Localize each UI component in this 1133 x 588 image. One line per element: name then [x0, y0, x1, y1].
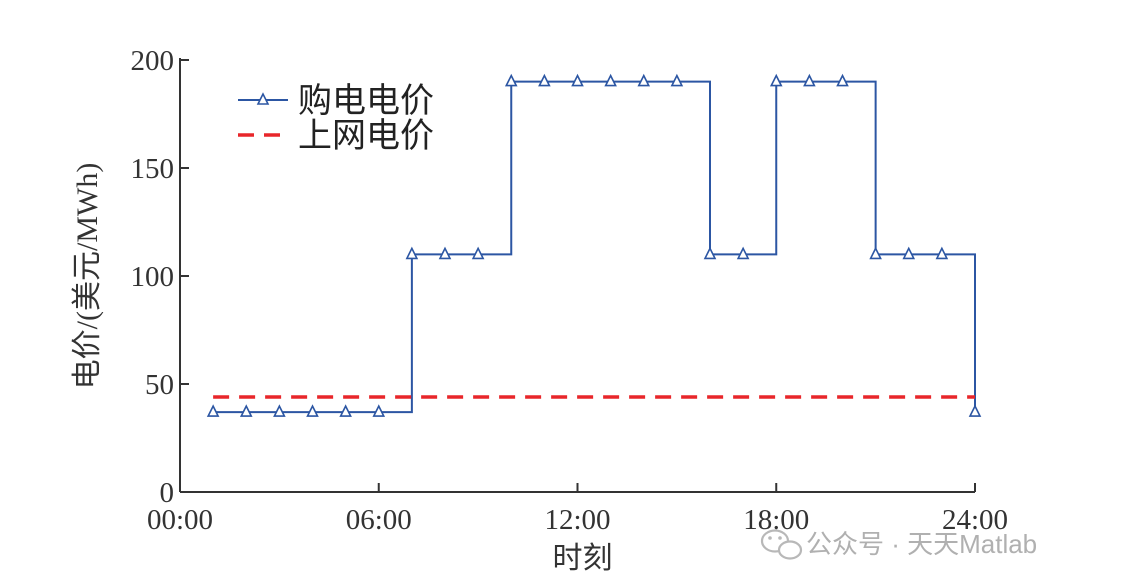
data-point-purchase-price: [306, 404, 319, 417]
data-point-purchase-price: [736, 246, 750, 260]
y-tick-label: 100: [131, 261, 175, 293]
data-point-purchase-price: [803, 73, 816, 87]
y-axis-title: 电价/(美元/MWh): [71, 163, 104, 390]
data-point-purchase-price: [637, 73, 651, 87]
watermark: 公众号 · 天天Matlab: [760, 529, 1037, 560]
data-point-purchase-price: [471, 246, 485, 260]
legend-marker-purchase-price: [256, 92, 270, 105]
wechat-icon-bubble-small: [777, 540, 803, 560]
series-line-purchase-price: [213, 80, 976, 414]
data-point-purchase-price: [405, 246, 419, 260]
data-point-purchase-price: [769, 73, 783, 87]
wechat-icon-eye: [768, 536, 772, 540]
wechat-icon: [760, 529, 803, 560]
data-point-purchase-price: [968, 404, 982, 417]
data-point-purchase-price: [239, 404, 253, 417]
watermark-text: 公众号 · 天天Matlab: [806, 529, 1037, 559]
data-point-purchase-price: [703, 246, 717, 260]
wechat-icon-eye: [778, 536, 782, 540]
x-tick-label: 00:00: [147, 504, 213, 536]
data-point-purchase-price: [273, 404, 286, 417]
data-point-purchase-price: [935, 246, 949, 260]
legend-label-purchase-price: 购电电价: [298, 82, 434, 120]
data-point-purchase-price: [902, 246, 916, 260]
x-tick-label: 06:00: [346, 504, 412, 536]
data-point-purchase-price: [504, 73, 518, 87]
data-point-purchase-price: [438, 246, 452, 260]
data-point-purchase-price: [372, 404, 386, 417]
data-point-purchase-price: [836, 73, 849, 87]
data-point-purchase-price: [571, 73, 584, 87]
x-tick-label: 24:00: [942, 504, 1008, 536]
data-point-purchase-price: [670, 73, 684, 87]
data-point-purchase-price: [339, 404, 352, 417]
data-point-purchase-price: [604, 73, 617, 87]
y-tick-label: 50: [145, 369, 174, 401]
data-point-purchase-price: [206, 404, 220, 417]
x-axis-title: 时刻: [553, 542, 613, 575]
plot-area: [206, 73, 982, 417]
y-tick-label: 200: [131, 45, 175, 77]
y-tick-label: 150: [131, 153, 175, 185]
data-point-purchase-price: [538, 73, 551, 87]
y-tick-label: 0: [160, 477, 175, 509]
legend-label-feed-in-price: 上网电价: [298, 117, 434, 155]
data-point-purchase-price: [869, 246, 882, 260]
x-tick-label: 12:00: [544, 504, 610, 536]
